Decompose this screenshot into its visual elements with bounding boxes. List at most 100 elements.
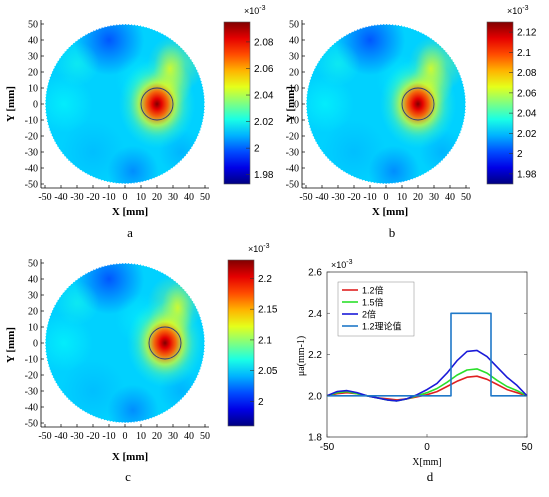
x-tick-label: 30 [168, 192, 178, 203]
colorbar-tick-label: 2.12 [517, 28, 537, 39]
y-tick-label: 2.6 [308, 268, 322, 279]
hotspot-plume [161, 282, 194, 334]
legend-box [337, 281, 415, 337]
y-tick-label: 50 [28, 20, 38, 31]
field-blob [45, 75, 93, 133]
legend-label: 2倍 [362, 309, 376, 320]
field-blob [45, 314, 93, 372]
y-axis-label-d: μa(mm-1) [296, 336, 307, 376]
colorbar-exponent: ×10-3 [507, 5, 529, 16]
colorbar-bar [227, 259, 255, 427]
x-tick-label: 0 [123, 431, 128, 442]
y-tick-label: 10 [28, 323, 38, 334]
colorbar-tick-label: 2.04 [517, 109, 537, 120]
y-tick-label: 30 [289, 52, 299, 63]
panel-label-d: d [427, 469, 434, 484]
colorbar-exponent: ×10-3 [244, 5, 266, 16]
colorbar-tick-label: 2.15 [258, 305, 278, 316]
x-tick-label: -50 [299, 192, 312, 203]
y-tick-label: 20 [289, 68, 299, 79]
colorbar-bar [486, 21, 514, 185]
x-axis-label-a: X [mm] [112, 206, 148, 218]
colorbar-tick-label: 2.1 [258, 335, 272, 346]
x-tick-label: 10 [136, 192, 146, 203]
colorbar-bar [223, 21, 251, 185]
colorbar-tick-label: 1.98 [254, 170, 274, 181]
y-tick-label: -20 [286, 132, 299, 143]
x-tick-label: -50 [320, 442, 335, 453]
colorbar-exponent: ×10-3 [248, 243, 270, 254]
x-tick-label: 0 [424, 442, 430, 453]
y-tick-label: 40 [289, 36, 299, 47]
colorbar-tick-label: 2.06 [254, 64, 274, 75]
x-tick-label: -40 [54, 431, 67, 442]
y-axis-label-b: Y [mm] [285, 86, 297, 122]
y-tick-label: -10 [25, 355, 38, 366]
colorbar-tick-label: 2.04 [254, 91, 274, 102]
domain-edge [44, 262, 206, 424]
field-b [306, 24, 466, 184]
y-tick-label: -20 [25, 132, 38, 143]
panel-label-c: c [125, 469, 131, 484]
domain-edge [44, 23, 206, 185]
x-tick-label: 0 [384, 192, 389, 203]
panel-d: -50 0 50 1.8 2.0 2.2 2.4 2.6 ×10-3 μa(mm-1) X[… [296, 259, 533, 484]
inclusion-outline [401, 87, 435, 121]
y-tick-label: 30 [28, 291, 38, 302]
y-tick-label: -50 [25, 180, 38, 191]
inclusion-outline [140, 87, 174, 121]
x-tick-label: 0 [123, 192, 128, 203]
heatmap-c [44, 262, 206, 424]
series-line-4 [327, 312, 527, 397]
x-ticks-a: -50 -40 -30 -20 -10 0 10 20 30 40 50 [38, 185, 210, 203]
series-line-3 [326, 349, 528, 402]
x-ticks-b: -50 -40 -30 -20 -10 0 10 20 30 40 50 [299, 185, 471, 203]
x-tick-label: -50 [38, 431, 51, 442]
colorbar-b: 2.12 2.1 2.08 2.06 2.04 2.02 2 1.98 ×10-3 [486, 5, 537, 185]
colorbar-a: 2.08 2.06 2.04 2.02 2 1.98 ×10-3 [223, 5, 274, 185]
x-tick-label: -20 [347, 192, 360, 203]
colorbar-tick-label: 2.1 [517, 48, 531, 59]
y-tick-label: 2.0 [308, 391, 322, 402]
field-blob [306, 75, 355, 133]
y-tick-label: -40 [286, 164, 299, 175]
y-ticks-d: 1.8 2.0 2.2 2.4 2.6 [308, 268, 527, 444]
colorbar-tick-label: 1.98 [517, 169, 537, 180]
y-ticks-b: 50 40 30 20 10 0 -10 -20 -30 -40 -50 [286, 20, 305, 191]
x-tick-label: 40 [184, 192, 194, 203]
inclusion-outline [148, 326, 182, 360]
y-tick-label: -20 [25, 371, 38, 382]
x-tick-label: -30 [70, 431, 83, 442]
field-blob [368, 145, 420, 184]
y-tick-label: -30 [25, 387, 38, 398]
y-tick-label: -40 [25, 403, 38, 414]
x-tick-label: -50 [38, 192, 51, 203]
panel-c: -50 -40 -30 -20 -10 0 10 20 30 40 50 50403020100-1… [5, 243, 278, 484]
y-tick-label: 50 [28, 259, 38, 270]
colorbar-tick-label: 2.06 [517, 88, 537, 99]
field-a [45, 24, 205, 184]
x-tick-label: 20 [413, 192, 423, 203]
y-tick-label: -50 [25, 419, 38, 430]
field-blob [54, 41, 100, 87]
panel-b: -50 -40 -30 -20 -10 0 10 20 30 40 50 50403020100-1… [285, 5, 537, 240]
panel-label-a: a [127, 225, 133, 240]
colorbar-tick-label: 2 [254, 144, 260, 155]
y-exponent-d: ×10-3 [331, 259, 353, 270]
y-tick-label: 20 [28, 68, 38, 79]
x-tick-label: 50 [200, 431, 210, 442]
y-tick-label: 10 [289, 84, 299, 95]
y-ticks-a: 50 40 30 20 10 0 -10 -20 -30 -40 -50 [25, 20, 44, 191]
y-tick-label: 50 [289, 20, 299, 31]
colorbar-tick-label: 2.05 [258, 366, 278, 377]
x-axis-label-d: X[mm] [412, 457, 441, 468]
hotspot-plume [414, 43, 447, 95]
legend-label: 1.2倍 [362, 285, 384, 296]
y-tick-label: 20 [28, 307, 38, 318]
y-tick-label: -30 [25, 148, 38, 159]
x-tick-label: 20 [152, 192, 162, 203]
y-tick-label: -10 [25, 116, 38, 127]
x-tick-label: 10 [136, 431, 146, 442]
